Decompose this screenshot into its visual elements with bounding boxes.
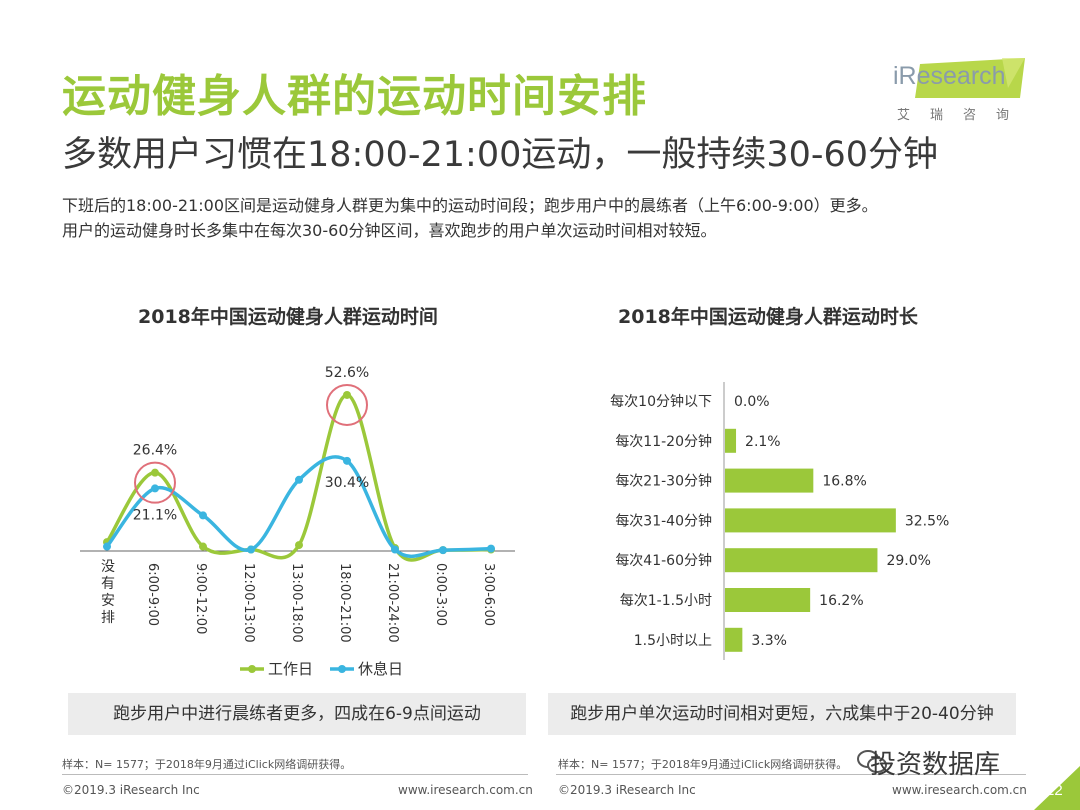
data-point — [103, 542, 111, 551]
data-point — [199, 511, 207, 520]
highlight-circle — [134, 461, 176, 504]
bar — [725, 627, 743, 652]
x-tick-label: 3:00-6:00 — [481, 563, 496, 626]
data-point — [247, 545, 255, 554]
logo-text: iResearch — [893, 62, 1006, 90]
data-point — [199, 542, 207, 551]
page-number: 22 — [1046, 782, 1063, 799]
legend-label: 休息日 — [358, 660, 403, 678]
line-chart-title: 2018年中国运动健身人群运动时间 — [138, 306, 438, 328]
x-tick-label-char: 没 — [101, 559, 115, 575]
y-tick-label: 每次41-60分钟 — [615, 552, 712, 569]
legend-marker — [338, 665, 346, 673]
y-tick-label: 每次11-20分钟 — [615, 433, 712, 450]
bar-value-label: 3.3% — [751, 633, 787, 649]
bar-chart-title: 2018年中国运动健身人群运动时长 — [618, 306, 918, 328]
bar-value-label: 16.8% — [822, 474, 866, 490]
x-tick-label: 9:00-12:00 — [193, 563, 208, 634]
page-title: 运动健身人群的运动时间安排 — [62, 71, 647, 122]
x-tick-label: 12:00-13:00 — [241, 563, 256, 643]
bar — [725, 428, 737, 453]
bar — [725, 588, 811, 612]
wechat-icon — [857, 750, 887, 773]
callout-box-right: 跑步用户单次运动时间相对更短，六成集中于20-40分钟 — [548, 693, 1016, 735]
y-tick-label: 每次31-40分钟 — [615, 512, 712, 529]
callout-box-left: 跑步用户中进行晨练者更多，四成在6-9点间运动 — [68, 693, 526, 735]
y-tick-label: 每次1-1.5小时 — [620, 593, 712, 609]
bar — [725, 508, 896, 533]
highlight-circle — [326, 383, 368, 426]
data-point — [295, 475, 303, 484]
legend-label: 工作日 — [268, 660, 313, 678]
data-point — [391, 545, 399, 554]
data-point — [151, 484, 159, 493]
bar-value-label: 29.0% — [886, 553, 930, 569]
data-label: 30.4% — [325, 475, 369, 491]
legend-marker — [248, 665, 256, 673]
site-link-right[interactable]: www.iresearch.com.cn — [892, 783, 1027, 797]
page-subtitle: 多数用户习惯在18:00-21:00运动，一般持续30-60分钟 — [62, 135, 939, 175]
data-label: 52.6% — [325, 365, 369, 381]
footer-divider-left — [62, 774, 528, 775]
x-tick-label-char: 排 — [101, 610, 115, 626]
y-tick-label: 每次10分钟以下 — [610, 393, 712, 410]
data-label: 21.1% — [133, 507, 177, 523]
sample-note-left: 样本：N= 1577；于2018年9月通过iClick网络调研获得。 — [62, 758, 352, 771]
copyright-left: ©2019.3 iResearch Inc — [62, 783, 200, 797]
bar-value-label: 16.2% — [819, 593, 863, 609]
description-line-1: 下班后的18:00-21:00区间是运动健身人群更为集中的运动时间段；跑步用户中… — [62, 196, 878, 215]
bar — [725, 548, 878, 573]
footer-divider-right — [556, 774, 1026, 775]
bar-value-label: 2.1% — [745, 434, 781, 450]
bar — [725, 468, 814, 493]
data-point — [343, 456, 351, 465]
x-tick-label: 6:00-9:00 — [145, 563, 160, 626]
data-point — [295, 541, 303, 550]
data-point — [151, 468, 159, 477]
y-tick-label: 每次21-30分钟 — [615, 473, 712, 490]
iresearch-logo — [915, 58, 1025, 98]
x-tick-label-char: 有 — [101, 576, 115, 592]
x-tick-label: 21:00-24:00 — [385, 563, 400, 643]
x-tick-label: 0:00-3:00 — [433, 563, 448, 626]
bar-value-label: 0.0% — [734, 394, 770, 410]
x-tick-label: 18:00-21:00 — [337, 563, 352, 643]
sample-note-right: 样本：N= 1577；于2018年9月通过iClick网络调研获得。 — [558, 758, 848, 771]
logo-chinese: 艾瑞咨询 — [897, 108, 1030, 123]
data-point — [487, 544, 495, 553]
y-tick-label: 1.5小时以上 — [634, 633, 712, 649]
x-tick-label: 13:00-18:00 — [289, 563, 304, 643]
data-label: 26.4% — [133, 443, 177, 459]
data-point — [343, 390, 351, 399]
x-tick-label-char: 安 — [101, 593, 115, 609]
watermark-text: 投资数据库 — [870, 750, 1001, 780]
bar-value-label: 32.5% — [905, 513, 949, 529]
copyright-right: ©2019.3 iResearch Inc — [558, 783, 696, 797]
description-line-2: 用户的运动健身时长多集中在每次30-60分钟区间，喜欢跑步的用户单次运动时间相对… — [62, 221, 717, 240]
site-link-left[interactable]: www.iresearch.com.cn — [398, 783, 533, 797]
page-corner-flag — [1034, 766, 1080, 810]
data-point — [439, 546, 447, 555]
